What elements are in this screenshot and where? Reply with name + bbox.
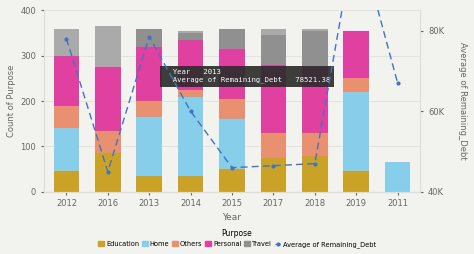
Bar — [137, 101, 162, 117]
Bar — [54, 29, 79, 56]
Bar — [343, 78, 369, 92]
Bar — [219, 169, 245, 192]
Average of Remaining_Debt — [146, 35, 152, 38]
Average of Remaining_Debt — [188, 110, 193, 113]
Bar — [261, 65, 286, 133]
Average of Remaining_Debt — [105, 170, 110, 173]
Bar — [178, 97, 203, 176]
Bar — [261, 133, 286, 158]
Line: Average of Remaining_Debt: Average of Remaining_Debt — [65, 0, 399, 173]
Text: Year   2013
  Average of Remaining_Debt   78521.38: Year 2013 Average of Remaining_Debt 7852… — [164, 69, 330, 83]
Bar — [385, 162, 410, 192]
Bar — [54, 56, 79, 106]
Bar — [343, 92, 369, 171]
Bar — [137, 29, 162, 47]
Bar — [261, 158, 286, 192]
Bar — [95, 67, 121, 131]
Bar — [54, 128, 79, 171]
Bar — [302, 155, 328, 192]
Y-axis label: Average of Remaining_Debt: Average of Remaining_Debt — [458, 42, 467, 160]
Bar — [54, 171, 79, 192]
Bar — [95, 131, 121, 153]
Bar — [178, 31, 203, 33]
Bar — [261, 35, 286, 65]
Bar — [302, 133, 328, 155]
Bar — [178, 33, 203, 40]
Average of Remaining_Debt — [312, 162, 318, 165]
Y-axis label: Count of Purpose: Count of Purpose — [7, 65, 16, 137]
Bar — [54, 106, 79, 128]
Bar — [219, 119, 245, 169]
Bar — [95, 153, 121, 192]
Bar — [137, 117, 162, 176]
Bar — [178, 90, 203, 97]
Bar — [343, 31, 369, 78]
Bar — [178, 40, 203, 90]
Bar — [219, 49, 245, 99]
Bar — [343, 171, 369, 192]
Average of Remaining_Debt — [229, 166, 235, 169]
Bar — [137, 176, 162, 192]
Bar — [137, 47, 162, 101]
Legend: Education, Home, Others, Personal, Travel, Average of Remaining_Debt: Education, Home, Others, Personal, Trave… — [95, 226, 379, 251]
Average of Remaining_Debt — [395, 82, 401, 85]
Bar — [178, 176, 203, 192]
Average of Remaining_Debt — [64, 37, 69, 40]
Bar — [302, 29, 328, 31]
Bar — [95, 26, 121, 67]
Bar — [219, 29, 245, 49]
Average of Remaining_Debt — [271, 164, 276, 167]
Bar — [219, 99, 245, 119]
Bar — [302, 67, 328, 133]
X-axis label: Year: Year — [222, 213, 242, 222]
Bar — [302, 31, 328, 67]
Bar — [261, 29, 286, 35]
